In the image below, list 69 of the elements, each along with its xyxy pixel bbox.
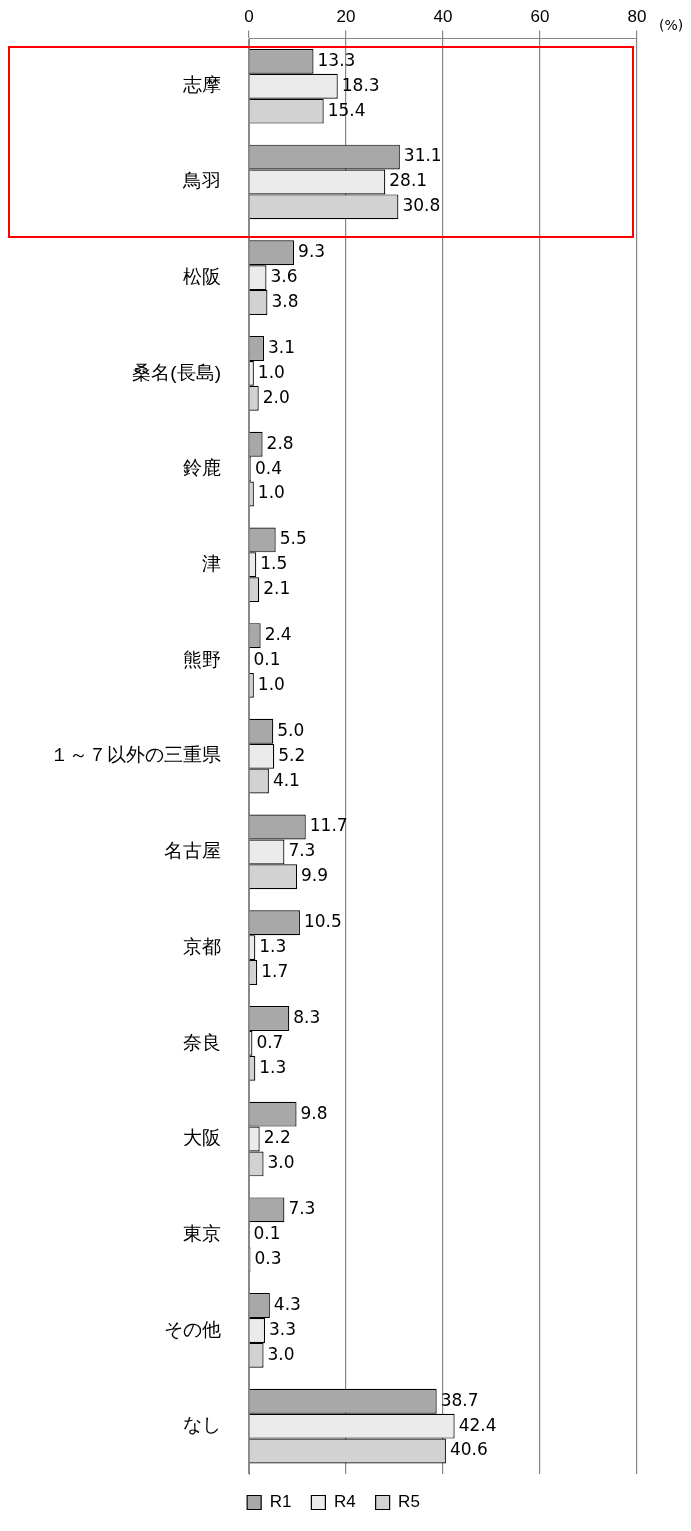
x-tick-label: 20 bbox=[336, 6, 356, 26]
data-label: 3.1 bbox=[268, 336, 296, 357]
data-label: 8.3 bbox=[293, 1006, 321, 1027]
x-axis-title: (%) bbox=[659, 17, 684, 34]
y-tick-label: 志摩 bbox=[183, 74, 221, 96]
data-label: 3.0 bbox=[267, 1343, 295, 1364]
data-label: 1.0 bbox=[257, 482, 285, 503]
data-label: 1.7 bbox=[261, 960, 289, 981]
data-label: 0.1 bbox=[253, 648, 281, 669]
data-label: 2.1 bbox=[263, 578, 291, 599]
y-tick-label: 奈良 bbox=[183, 1031, 221, 1053]
data-label: 10.5 bbox=[303, 911, 342, 932]
x-tick-label: 80 bbox=[627, 6, 647, 26]
data-label: 7.3 bbox=[288, 840, 316, 861]
data-label: 0.4 bbox=[254, 457, 282, 478]
data-label: 1.0 bbox=[257, 361, 285, 382]
y-tick-label: 松阪 bbox=[183, 265, 221, 287]
data-label: 9.9 bbox=[301, 865, 329, 886]
y-tick-label: 桑名(長島) bbox=[132, 361, 221, 383]
y-tick-label: なし bbox=[183, 1414, 221, 1436]
x-tick-label: 60 bbox=[530, 6, 550, 26]
y-tick-label: 津 bbox=[202, 553, 221, 575]
data-label: 28.1 bbox=[389, 170, 428, 191]
y-tick-label: 熊野 bbox=[183, 648, 221, 670]
x-tick-label: 0 bbox=[244, 6, 254, 26]
data-label: 1.3 bbox=[259, 1056, 287, 1077]
data-label: 3.6 bbox=[270, 266, 298, 287]
data-label: 38.7 bbox=[440, 1389, 479, 1410]
data-label: 2.0 bbox=[262, 386, 290, 407]
data-label: 42.4 bbox=[458, 1414, 497, 1435]
data-label: 4.1 bbox=[272, 769, 300, 790]
data-label: 5.5 bbox=[279, 528, 307, 549]
legend-label: R4 bbox=[333, 1492, 356, 1512]
data-label: 3.8 bbox=[271, 290, 299, 311]
data-label: 5.2 bbox=[278, 744, 306, 765]
y-tick-label: 京都 bbox=[183, 935, 221, 957]
y-tick-label: １～７以外の三重県 bbox=[50, 744, 221, 766]
y-tick-label: 東京 bbox=[183, 1222, 221, 1244]
data-label: 0.3 bbox=[254, 1248, 282, 1269]
data-label: 2.2 bbox=[263, 1127, 291, 1148]
legend-label: R1 bbox=[269, 1492, 292, 1512]
y-tick-label: その他 bbox=[164, 1318, 221, 1340]
y-tick-label: 名古屋 bbox=[164, 840, 221, 862]
y-tick-label: 鈴鹿 bbox=[183, 457, 221, 479]
data-label: 3.0 bbox=[267, 1152, 295, 1173]
data-label: 11.7 bbox=[309, 815, 348, 836]
data-label: 13.3 bbox=[317, 49, 356, 70]
data-label: 2.4 bbox=[264, 624, 292, 645]
legend-label: R5 bbox=[398, 1492, 420, 1512]
data-label: 0.7 bbox=[256, 1031, 284, 1052]
data-label: 4.3 bbox=[273, 1293, 301, 1314]
data-label: 1.3 bbox=[259, 936, 287, 957]
data-label: 15.4 bbox=[327, 99, 366, 120]
y-tick-label: 大阪 bbox=[183, 1127, 221, 1149]
data-label: 3.3 bbox=[269, 1318, 297, 1339]
data-label: 1.0 bbox=[257, 673, 285, 694]
data-label: 1.5 bbox=[260, 553, 288, 574]
data-label: 7.3 bbox=[288, 1198, 316, 1219]
data-label: 9.8 bbox=[300, 1102, 328, 1123]
data-label: 30.8 bbox=[402, 195, 441, 216]
data-label: 18.3 bbox=[341, 74, 380, 95]
y-tick-label: 鳥羽 bbox=[182, 170, 221, 192]
data-label: 0.1 bbox=[253, 1223, 281, 1244]
data-label: 5.0 bbox=[277, 719, 305, 740]
data-label: 31.1 bbox=[403, 145, 442, 166]
data-label: 40.6 bbox=[449, 1439, 488, 1460]
x-tick-label: 40 bbox=[433, 6, 453, 26]
data-label: 2.8 bbox=[266, 432, 294, 453]
data-label: 9.3 bbox=[298, 241, 326, 262]
